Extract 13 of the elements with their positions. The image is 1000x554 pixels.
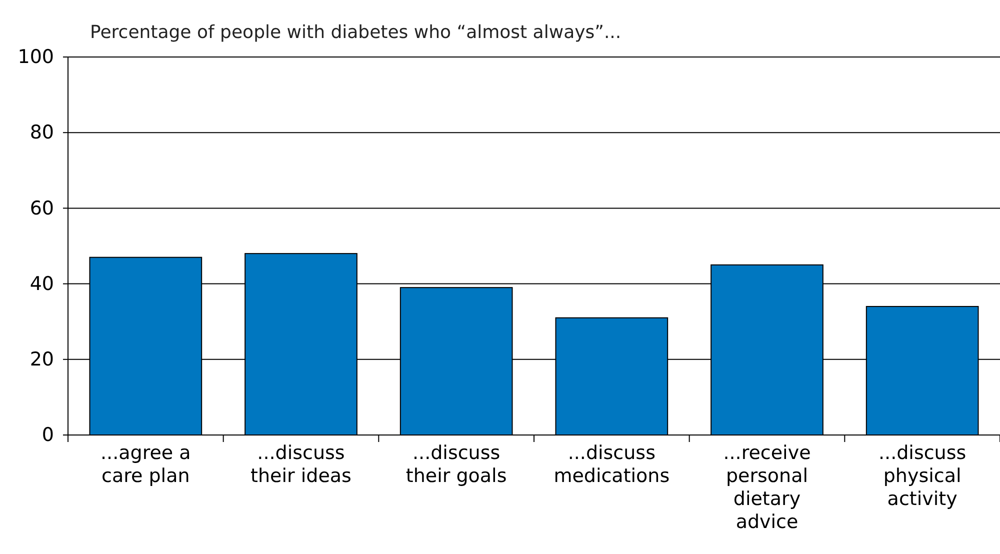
x-tick-label: ...discuss physical activity	[878, 442, 966, 510]
chart-title: Percentage of people with diabetes who “almost always”...	[90, 22, 622, 43]
y-tick-label: 80	[30, 122, 54, 144]
y-tick-label: 60	[30, 197, 54, 220]
x-tick-label: ...receive personal dietary advice	[723, 442, 811, 533]
y-tick-label: 40	[30, 272, 54, 295]
x-tick-label: ...discuss medications	[554, 442, 670, 487]
y-tick-label: 20	[30, 348, 54, 370]
x-tick-label: ...agree a care plan	[100, 442, 191, 487]
x-tick-label: ...discuss their ideas	[250, 442, 352, 487]
y-tick-label: 0	[42, 424, 54, 446]
y-tick-label: 100	[18, 46, 54, 68]
x-tick-label: ...discuss their goals	[406, 442, 507, 487]
